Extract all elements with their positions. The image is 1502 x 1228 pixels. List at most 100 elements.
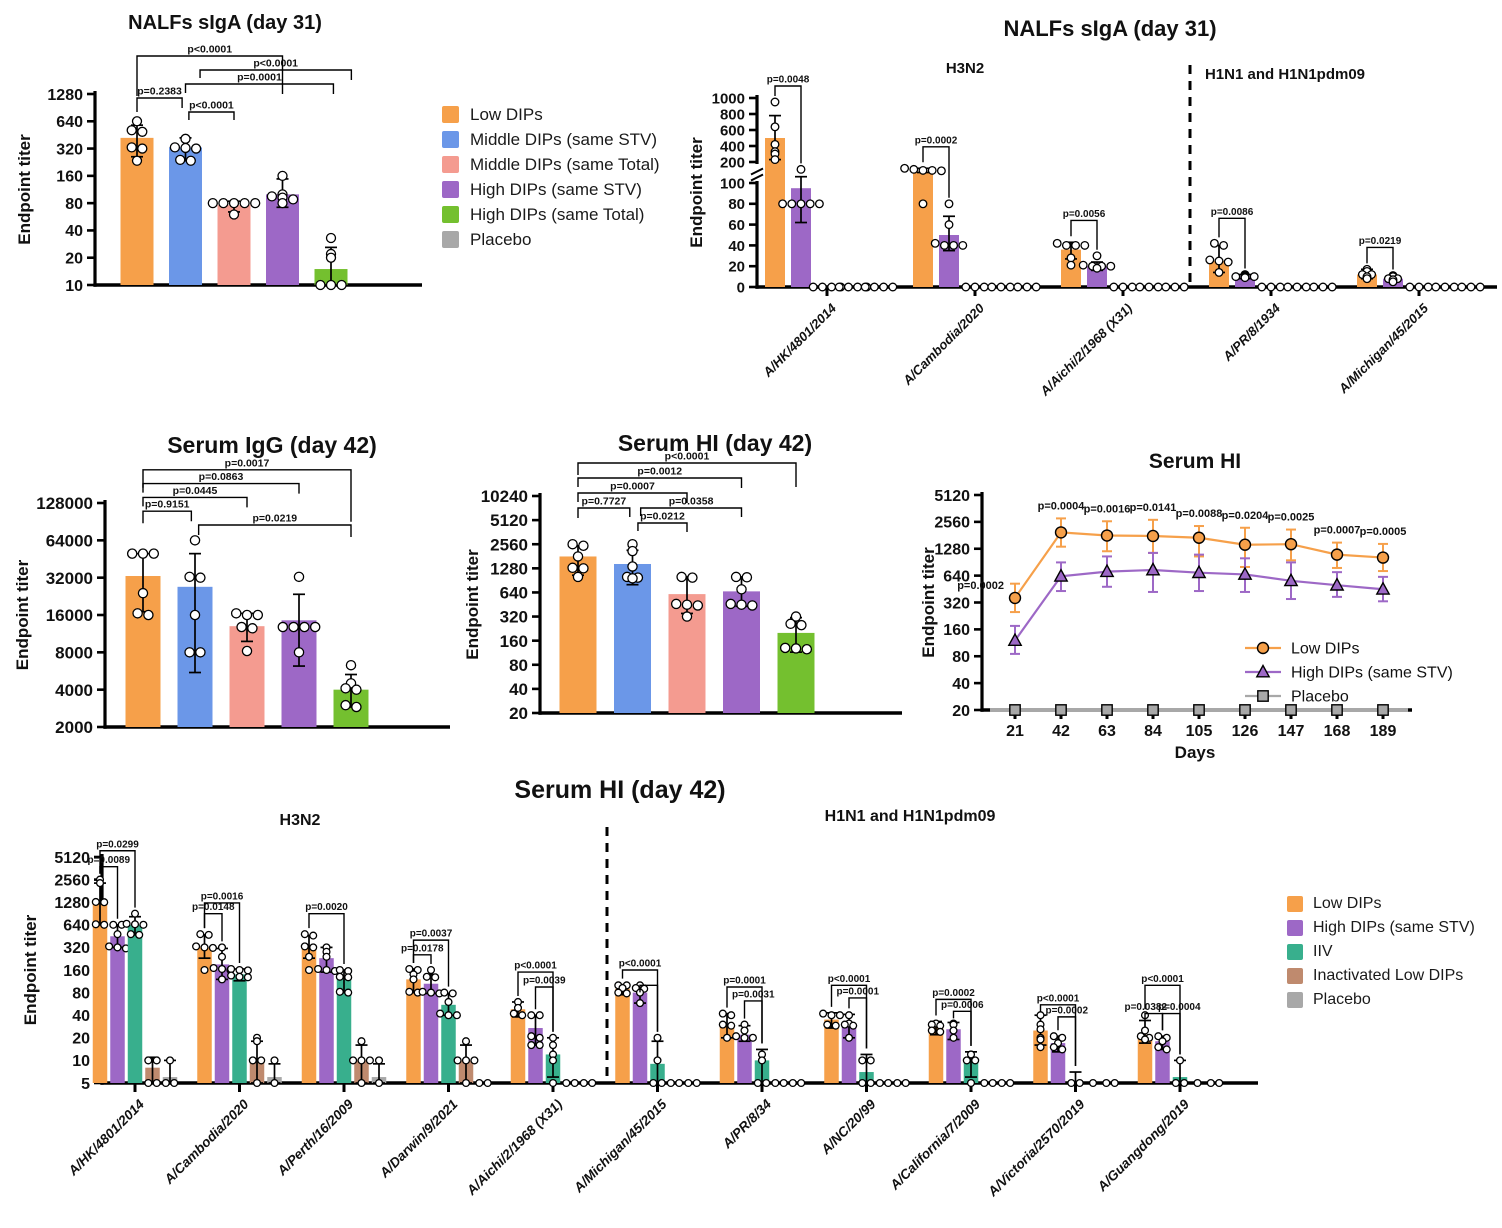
data-point — [304, 965, 314, 975]
chart-serum-igg-day42: 2000 4000 8000 16000 32000 64000 128000 Endpoin… — [0, 420, 460, 770]
bar-group — [527, 1011, 544, 1083]
data-point — [1092, 251, 1102, 261]
y-tick-label: 80 — [728, 196, 745, 213]
data-point — [844, 1033, 854, 1042]
p-value-label: p=0.0007 — [610, 481, 655, 493]
section-h1n1-top: H1N1 and H1N1pdm09 — [1204, 66, 1366, 83]
data-point — [509, 1009, 518, 1018]
data-point — [918, 165, 928, 175]
legend-item: High DIPs (same STV) — [1287, 916, 1475, 940]
data-point — [322, 952, 331, 961]
axes: 10 20 40 80 160 320 640 1280 Endpoint titer — [15, 87, 422, 295]
data-point — [204, 930, 213, 939]
data-point — [1005, 282, 1015, 292]
data-point — [770, 155, 780, 165]
data-point — [918, 199, 928, 209]
y-tick-label: 10240 — [481, 487, 528, 506]
bar-group — [1109, 282, 1137, 292]
data-point — [653, 1033, 662, 1042]
data-point — [148, 548, 160, 559]
p-value-label: p=0.9151 — [145, 499, 190, 511]
circle-marker — [1238, 538, 1252, 551]
triangle-marker — [1053, 568, 1069, 582]
x-tick-label: 105 — [1186, 723, 1213, 740]
circle-marker — [1192, 531, 1206, 544]
x-category-label: A/NC/20/99 — [817, 1096, 879, 1158]
data-point — [513, 1003, 523, 1012]
y-tick-label: 8000 — [55, 643, 93, 662]
data-point — [357, 1037, 366, 1046]
data-point — [170, 1078, 179, 1088]
bar-group — [1457, 282, 1485, 292]
y-axis-label: Endpoint titer — [687, 137, 706, 248]
square-marker — [1239, 704, 1251, 716]
legend-label: Inactivated Low DIPs — [1313, 967, 1464, 984]
data-point — [105, 942, 114, 951]
bar-group — [475, 1078, 492, 1088]
y-tick-label: 5 — [81, 1076, 90, 1093]
data-point — [1075, 1078, 1084, 1088]
data-point — [1088, 1078, 1098, 1088]
data-point — [866, 1078, 875, 1088]
p-value-label: p=0.0002 — [957, 580, 1004, 592]
data-point — [718, 1009, 727, 1018]
data-point — [374, 1056, 384, 1065]
x-tick-label: 63 — [1098, 723, 1116, 740]
data-point — [1179, 282, 1189, 292]
p-value-label: p=0.0445 — [173, 485, 218, 497]
legend-swatch — [442, 231, 459, 248]
p-value-label: p=0.0016 — [1084, 503, 1131, 515]
p-value-label: p<0.0001 — [187, 44, 232, 56]
bar-group — [122, 909, 148, 1083]
data-point — [335, 965, 344, 975]
legend-swatch — [1287, 944, 1303, 960]
data-point — [1092, 263, 1102, 273]
data-point — [314, 964, 323, 974]
data-point — [901, 1078, 910, 1088]
bar-group — [579, 1078, 597, 1088]
data-point — [666, 1078, 675, 1088]
data-point — [122, 919, 131, 928]
data-point — [548, 1033, 558, 1042]
section-h3n2-bottom: H3N2 — [279, 812, 321, 829]
data-point — [858, 1056, 867, 1065]
data-point — [340, 699, 351, 711]
legend-label: High DIPs (same Total) — [470, 204, 645, 224]
axes: 20 40 80 160 320 640 1280 2560 5120 Endpoint tite… — [919, 488, 1412, 720]
data-point — [143, 609, 154, 621]
data-point — [345, 659, 357, 671]
bar-group — [777, 611, 815, 713]
legend-swatch — [442, 181, 459, 198]
p-value-label: p=0.0012 — [637, 466, 682, 478]
data-point — [137, 143, 148, 154]
p-value-label: p<0.0001 — [253, 58, 298, 70]
y-tick-label: 5120 — [54, 850, 90, 867]
data-point — [207, 197, 218, 209]
y-axis-label: Endpoint titer — [21, 914, 40, 1025]
bar-group — [961, 282, 989, 292]
bar-group — [91, 875, 109, 1083]
bar-group — [1102, 1078, 1119, 1088]
data-point — [95, 879, 105, 888]
data-point — [1154, 1032, 1163, 1041]
bar-group — [333, 659, 369, 727]
legend-item: Middle DIPs (same STV) — [442, 127, 660, 152]
data-point — [1022, 282, 1032, 292]
square-marker — [1101, 704, 1113, 716]
p-value-label: p<0.0001 — [1037, 993, 1080, 1004]
x-axis-label: Days — [1175, 743, 1216, 762]
triangle-marker — [1375, 581, 1391, 595]
data-point — [132, 608, 143, 619]
y-tick-label: 1000 — [712, 90, 745, 107]
p-value-label: p=0.0002 — [915, 135, 958, 146]
data-point — [344, 973, 353, 982]
axes: 2000 4000 8000 16000 32000 64000 128000 Endpoin… — [13, 494, 450, 737]
data-point — [627, 561, 638, 572]
data-point — [834, 282, 844, 292]
data-point — [200, 943, 209, 952]
data-point — [527, 1032, 536, 1041]
bar-group — [300, 930, 318, 1083]
bar-group — [778, 164, 824, 287]
p-value-label: p=0.0212 — [640, 511, 685, 523]
data-point — [736, 584, 747, 595]
